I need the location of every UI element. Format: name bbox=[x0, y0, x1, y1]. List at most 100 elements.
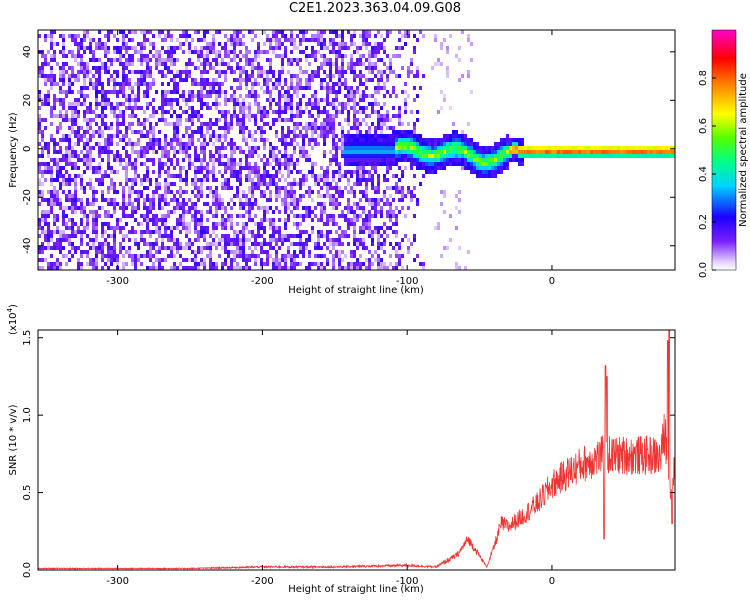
heatmap-cell bbox=[71, 242, 74, 246]
heatmap-cell bbox=[236, 234, 239, 238]
heatmap-cell bbox=[233, 58, 236, 62]
heatmap-cell bbox=[494, 142, 497, 146]
heatmap-cell bbox=[383, 94, 386, 98]
heatmap-cell bbox=[107, 222, 110, 226]
heatmap-cell bbox=[77, 98, 80, 102]
heatmap-cell bbox=[452, 122, 455, 126]
heatmap-cell bbox=[299, 102, 302, 106]
heatmap-cell bbox=[116, 254, 119, 258]
heatmap-cell bbox=[188, 106, 191, 110]
heatmap-cell bbox=[143, 214, 146, 218]
heatmap-cell bbox=[86, 182, 89, 186]
heatmap-cell bbox=[122, 206, 125, 210]
heatmap-cell bbox=[218, 162, 221, 166]
heatmap-cell bbox=[146, 206, 149, 210]
heatmap-cell bbox=[122, 138, 125, 142]
heatmap-cell bbox=[182, 210, 185, 214]
heatmap-cell bbox=[266, 170, 269, 174]
heatmap-cell bbox=[227, 158, 230, 162]
heatmap-cell bbox=[338, 170, 341, 174]
heatmap-cell bbox=[95, 122, 98, 126]
heatmap-cell bbox=[212, 130, 215, 134]
heatmap-cell bbox=[461, 138, 464, 142]
heatmap-cell bbox=[158, 182, 161, 186]
heatmap-cell bbox=[290, 138, 293, 142]
heatmap-cell bbox=[386, 150, 389, 154]
heatmap-cell bbox=[572, 146, 575, 150]
heatmap-cell bbox=[329, 158, 332, 162]
heatmap-cell bbox=[233, 258, 236, 262]
heatmap-cell bbox=[215, 222, 218, 226]
heatmap-cell bbox=[53, 30, 56, 34]
heatmap-cell bbox=[308, 190, 311, 194]
heatmap-cell bbox=[47, 94, 50, 98]
heatmap-cell bbox=[173, 138, 176, 142]
heatmap-cell bbox=[278, 234, 281, 238]
heatmap-cell bbox=[365, 66, 368, 70]
heatmap-cell bbox=[95, 114, 98, 118]
heatmap-cell bbox=[575, 146, 578, 150]
heatmap-cell bbox=[362, 62, 365, 66]
heatmap-cell bbox=[71, 90, 74, 94]
heatmap-cell bbox=[230, 58, 233, 62]
heatmap-cell bbox=[155, 258, 158, 262]
heatmap-cell bbox=[176, 198, 179, 202]
heatmap-cell bbox=[233, 70, 236, 74]
heatmap-cell bbox=[56, 214, 59, 218]
heatmap-cell bbox=[203, 150, 206, 154]
heatmap-cell bbox=[122, 102, 125, 106]
heatmap-cell bbox=[278, 38, 281, 42]
heatmap-cell bbox=[314, 34, 317, 38]
heatmap-cell bbox=[59, 174, 62, 178]
heatmap-cell bbox=[503, 158, 506, 162]
heatmap-cell bbox=[413, 98, 416, 102]
heatmap-cell bbox=[422, 262, 425, 266]
heatmap-cell bbox=[416, 38, 419, 42]
heatmap-cell bbox=[209, 90, 212, 94]
heatmap-cell bbox=[59, 242, 62, 246]
heatmap-cell bbox=[386, 166, 389, 170]
heatmap-cell bbox=[383, 222, 386, 226]
heatmap-cell bbox=[56, 246, 59, 250]
heatmap-cell bbox=[170, 142, 173, 146]
colorbar-tick-label: 0.0 bbox=[698, 262, 709, 278]
heatmap-cell bbox=[221, 186, 224, 190]
heatmap-cell bbox=[257, 102, 260, 106]
heatmap-cell bbox=[65, 226, 68, 230]
heatmap-cell bbox=[365, 94, 368, 98]
heatmap-cell bbox=[215, 98, 218, 102]
heatmap-cell bbox=[263, 30, 266, 34]
heatmap-cell bbox=[263, 82, 266, 86]
heatmap-cell bbox=[179, 230, 182, 234]
heatmap-cell bbox=[269, 198, 272, 202]
heatmap-cell bbox=[404, 98, 407, 102]
heatmap-cell bbox=[320, 126, 323, 130]
heatmap-cell bbox=[293, 182, 296, 186]
heatmap-cell bbox=[275, 78, 278, 82]
heatmap-cell bbox=[341, 66, 344, 70]
heatmap-cell bbox=[254, 138, 257, 142]
heatmap-cell bbox=[161, 94, 164, 98]
heatmap-cell bbox=[302, 134, 305, 138]
heatmap-cell bbox=[332, 186, 335, 190]
heatmap-cell bbox=[83, 142, 86, 146]
heatmap-cell bbox=[317, 50, 320, 54]
heatmap-cell bbox=[269, 218, 272, 222]
heatmap-cell bbox=[368, 126, 371, 130]
heatmap-cell bbox=[209, 150, 212, 154]
heatmap-cell bbox=[47, 170, 50, 174]
heatmap-cell bbox=[401, 90, 404, 94]
heatmap-cell bbox=[71, 194, 74, 198]
heatmap-cell bbox=[215, 30, 218, 34]
heatmap-cell bbox=[437, 158, 440, 162]
heatmap-cell bbox=[407, 190, 410, 194]
heatmap-cell bbox=[242, 222, 245, 226]
heatmap-cell bbox=[107, 142, 110, 146]
heatmap-cell bbox=[305, 266, 308, 270]
heatmap-cell bbox=[80, 94, 83, 98]
heatmap-cell bbox=[218, 254, 221, 258]
heatmap-cell bbox=[50, 174, 53, 178]
heatmap-cell bbox=[389, 206, 392, 210]
heatmap-cell bbox=[578, 154, 581, 158]
heatmap-cell bbox=[362, 82, 365, 86]
